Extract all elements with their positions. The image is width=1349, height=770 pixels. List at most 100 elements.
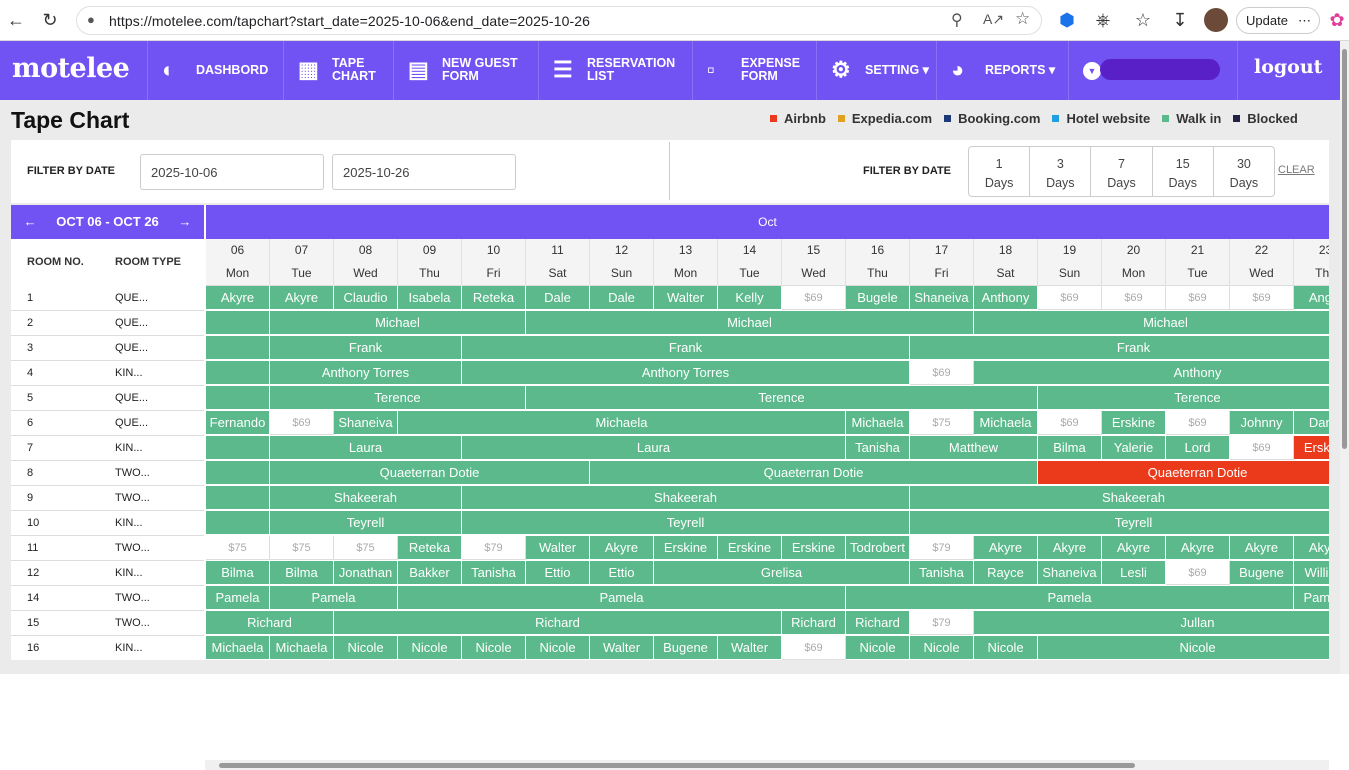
- reservation-block[interactable]: Ettio: [526, 561, 590, 585]
- start-date-input[interactable]: 2025-10-06: [140, 154, 324, 190]
- favorite-star-icon[interactable]: ☆: [1015, 9, 1031, 28]
- reservation-block[interactable]: Shaneiva: [334, 411, 398, 435]
- reservation-block[interactable]: [206, 511, 270, 535]
- reservation-block[interactable]: Lord: [1166, 436, 1230, 460]
- reservation-block[interactable]: Bugele: [846, 286, 910, 310]
- reservation-block[interactable]: Lesli: [1102, 561, 1166, 585]
- reservation-block[interactable]: Akyre: [1166, 536, 1230, 560]
- available-rate-cell[interactable]: $69: [782, 286, 846, 310]
- reservation-block[interactable]: Laura: [270, 436, 462, 460]
- reservation-block[interactable]: Anthony Torres: [462, 361, 910, 385]
- available-rate-cell[interactable]: $69: [1102, 286, 1166, 310]
- reservation-block[interactable]: Tanisha: [846, 436, 910, 460]
- horizontal-scrollbar[interactable]: [205, 760, 1329, 770]
- reservation-block[interactable]: [206, 336, 270, 360]
- available-rate-cell[interactable]: $75: [206, 536, 270, 560]
- back-arrow-icon[interactable]: ←: [7, 10, 25, 30]
- reservation-block[interactable]: Walter: [654, 286, 718, 310]
- reservation-block[interactable]: Michaela: [846, 411, 910, 435]
- profile-avatar[interactable]: [1204, 8, 1228, 32]
- reservation-block[interactable]: Michael: [526, 311, 974, 335]
- reservation-block[interactable]: Erskine: [1102, 411, 1166, 435]
- available-rate-cell[interactable]: $75: [334, 536, 398, 560]
- reservation-block[interactable]: Pamela: [270, 586, 398, 610]
- refresh-icon[interactable]: ↻: [42, 10, 58, 30]
- reservation-block[interactable]: Shakeerah: [270, 486, 462, 510]
- reservation-block[interactable]: Shakeerah: [462, 486, 910, 510]
- reservation-block[interactable]: Erskine: [654, 536, 718, 560]
- reservation-block[interactable]: Fernando: [206, 411, 270, 435]
- previous-range-icon[interactable]: ←: [23, 214, 37, 229]
- reservation-block[interactable]: Pamela: [398, 586, 846, 610]
- reservation-block[interactable]: Nicole: [910, 636, 974, 660]
- available-rate-cell[interactable]: $69: [1166, 411, 1230, 435]
- nav-tape-chart[interactable]: ▦ TAPE CHART: [283, 41, 393, 100]
- reservation-block[interactable]: Jullan: [974, 611, 1329, 635]
- nav-expense-form[interactable]: ▫ EXPENSE FORM: [692, 41, 816, 100]
- nav-reservation-list[interactable]: ☰ RESERVATION LIST: [538, 41, 692, 100]
- reservation-block[interactable]: Nicole: [974, 636, 1038, 660]
- reservation-block[interactable]: Quaeterran Dotie: [270, 461, 590, 485]
- reservation-block[interactable]: Claudio: [334, 286, 398, 310]
- reservation-block[interactable]: Dale: [526, 286, 590, 310]
- reservation-block[interactable]: Richard: [334, 611, 782, 635]
- downloads-icon[interactable]: ↧: [1172, 10, 1188, 30]
- reservation-block[interactable]: Bilma: [1038, 436, 1102, 460]
- available-rate-cell[interactable]: $69: [1230, 286, 1294, 310]
- reservation-block[interactable]: Reteka: [462, 286, 526, 310]
- reservation-block[interactable]: Matthew: [910, 436, 1038, 460]
- end-date-input[interactable]: 2025-10-26: [332, 154, 516, 190]
- reservation-block[interactable]: [206, 461, 270, 485]
- reservation-block[interactable]: Shaneiva: [1038, 561, 1102, 585]
- reservation-block[interactable]: Frank: [910, 336, 1329, 360]
- scroll-thumb[interactable]: [219, 763, 1135, 768]
- available-rate-cell[interactable]: $75: [910, 411, 974, 435]
- more-menu-icon[interactable]: ⋯: [1298, 13, 1311, 28]
- reservation-block[interactable]: Erskine: [1294, 436, 1329, 460]
- favorites-icon[interactable]: ☆: [1134, 10, 1152, 30]
- days-1-button[interactable]: 1 Days: [969, 147, 1031, 196]
- reservation-block[interactable]: Bakker: [398, 561, 462, 585]
- reservation-block[interactable]: Akyre: [1230, 536, 1294, 560]
- available-rate-cell[interactable]: $69: [1166, 561, 1230, 585]
- available-rate-cell[interactable]: $69: [1166, 286, 1230, 310]
- available-rate-cell[interactable]: $79: [462, 536, 526, 560]
- reservation-block[interactable]: Jonathan: [334, 561, 398, 585]
- available-rate-cell[interactable]: $69: [782, 636, 846, 660]
- copilot-icon[interactable]: ✿: [1329, 10, 1345, 30]
- next-range-icon[interactable]: →: [178, 214, 192, 229]
- reservation-block[interactable]: Bilma: [270, 561, 334, 585]
- reservation-block[interactable]: Angel: [1294, 286, 1329, 310]
- reservation-block[interactable]: Richard: [206, 611, 334, 635]
- reservation-block[interactable]: Nicole: [462, 636, 526, 660]
- vertical-scrollbar[interactable]: [1340, 41, 1349, 674]
- reservation-block[interactable]: Terence: [526, 386, 1038, 410]
- reservation-block[interactable]: Walter: [590, 636, 654, 660]
- reservation-block[interactable]: Michaela: [270, 636, 334, 660]
- days-3-button[interactable]: 3 Days: [1030, 147, 1092, 196]
- nav-new-guest-form[interactable]: ▤ NEW GUEST FORM: [393, 41, 538, 100]
- reservation-block[interactable]: Quaeterran Dotie: [1038, 461, 1329, 485]
- reservation-block[interactable]: Terence: [270, 386, 526, 410]
- reservation-block[interactable]: Kelly: [718, 286, 782, 310]
- clear-filter-link[interactable]: CLEAR: [1278, 164, 1315, 176]
- reservation-block[interactable]: Pamela: [1294, 586, 1329, 610]
- motelee-logo[interactable]: motelee: [12, 53, 130, 84]
- reservation-block[interactable]: Pamela: [846, 586, 1294, 610]
- reservation-block[interactable]: Frank: [270, 336, 462, 360]
- reservation-block[interactable]: Tanisha: [462, 561, 526, 585]
- reservation-block[interactable]: Erskine: [718, 536, 782, 560]
- reservation-block[interactable]: [206, 311, 270, 335]
- reservation-block[interactable]: Akyre: [270, 286, 334, 310]
- reservation-block[interactable]: Pamela: [206, 586, 270, 610]
- reservation-block[interactable]: Akyre: [1102, 536, 1166, 560]
- reservation-block[interactable]: Nicole: [1038, 636, 1329, 660]
- reservation-block[interactable]: Quaeterran Dotie: [590, 461, 1038, 485]
- reservation-block[interactable]: Michaela: [206, 636, 270, 660]
- reservation-block[interactable]: Nicole: [334, 636, 398, 660]
- reservation-block[interactable]: Isabela: [398, 286, 462, 310]
- reservation-block[interactable]: Akyre: [590, 536, 654, 560]
- days-30-button[interactable]: 30 Days: [1214, 147, 1274, 196]
- available-rate-cell[interactable]: $69: [910, 361, 974, 385]
- available-rate-cell[interactable]: $69: [1038, 411, 1102, 435]
